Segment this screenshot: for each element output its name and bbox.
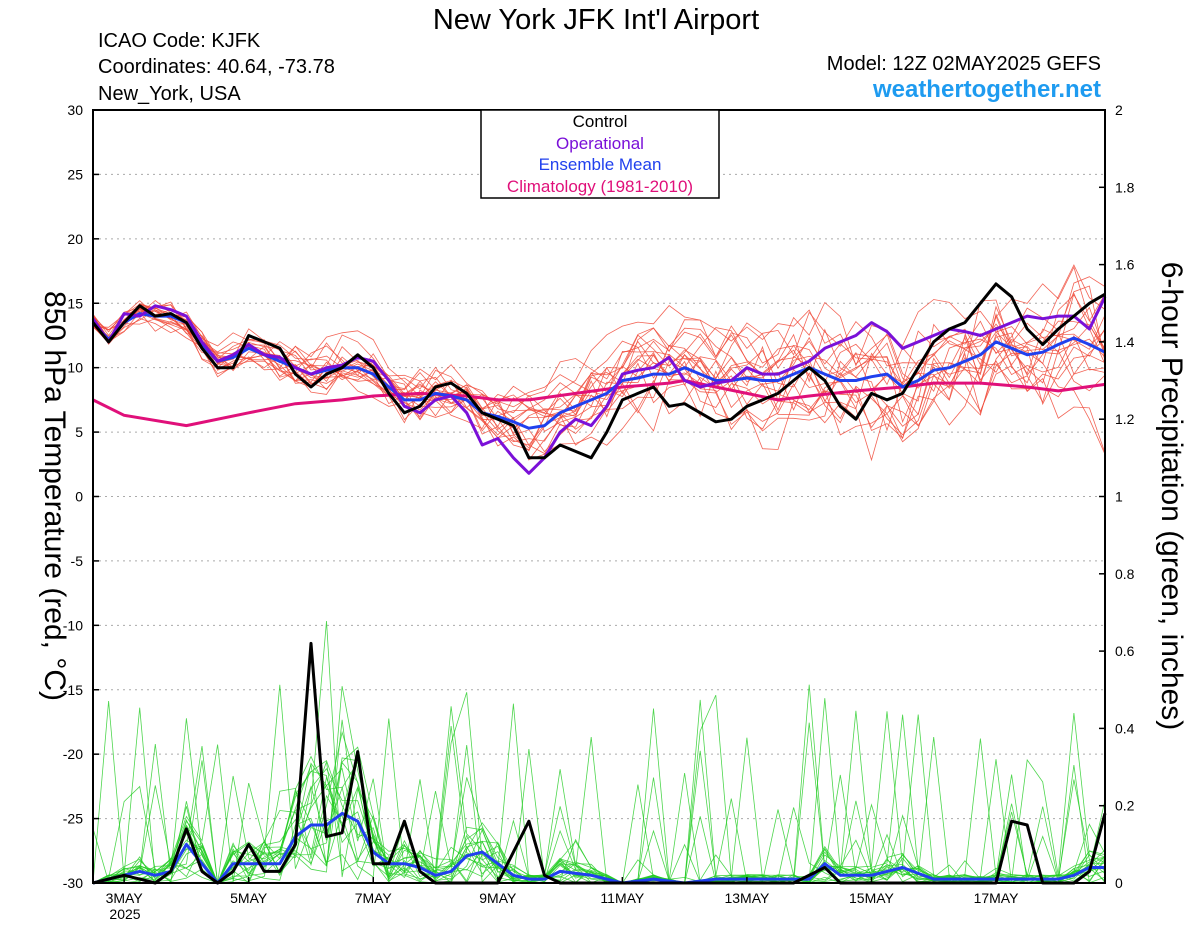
precip-ensemble-mean-line [92,811,1105,885]
x-tick-label: 9MAY [479,890,517,906]
model-run: Model: 12Z 02MAY2025 GEFS [827,53,1101,75]
precip-control-line [92,641,1107,885]
left-tick-label: -30 [63,875,83,891]
right-tick-label: 1.4 [1115,334,1135,350]
precip-member-line [92,694,1106,884]
left-tick-label: 30 [67,102,83,118]
left-tick-label: 10 [67,360,83,376]
legend-item-operational: Operational [556,134,644,153]
left-tick-label: 5 [75,424,83,440]
right-tick-label: 0.8 [1115,566,1135,582]
left-tick-label: 25 [67,166,83,182]
temperature-control-line [91,282,1106,460]
right-tick-label: 0.2 [1115,798,1135,814]
right-tick-label: 1.8 [1115,179,1135,195]
precip-member-line [92,725,1106,884]
legend-item-control: Control [573,112,628,131]
temperature-member-line [92,301,1106,449]
right-axis-title: 6-hour Precipitation (green, inches) [1155,262,1188,731]
x-tick-label: 5MAY [230,890,268,906]
temperature-member-line [92,292,1106,453]
x-tick-label: 11MAY [600,890,644,906]
coordinates: Coordinates: 40.64, -73.78 [98,56,335,78]
axis-ticks: 302520151050-5-10-15-20-25-3021.81.61.41… [63,102,1135,906]
right-tick-label: 0.4 [1115,720,1135,736]
ensemble-members [92,264,1106,885]
left-tick-label: -20 [63,746,83,762]
temperature-member-line [92,311,1106,454]
left-tick-label: -10 [63,617,83,633]
right-tick-label: 1.6 [1115,257,1135,273]
temperature-member-line [92,299,1106,421]
precip-member-line [92,703,1106,884]
legend-item-ensemble-mean: Ensemble Mean [539,155,662,174]
right-tick-label: 0 [1115,875,1123,891]
left-tick-label: -15 [63,682,83,698]
precip-member-line [92,698,1106,884]
x-tick-label: 13MAY [724,890,770,906]
x-tick-label: 17MAY [974,890,1020,906]
precip-member-line [92,620,1106,884]
grid [93,173,1105,820]
right-tick-label: 1.2 [1115,411,1135,427]
right-tick-label: 2 [1115,102,1123,118]
left-tick-label: 0 [75,489,83,505]
year-label: 2025 [109,906,140,922]
x-tick-label: 3MAY [106,890,144,906]
legend-box [480,109,720,199]
left-tick-label: -25 [63,811,83,827]
right-tick-label: 1 [1115,489,1123,505]
location: New_York, USA [98,83,241,105]
site-watermark: weathertogether.net [872,76,1101,103]
precip-member-line [92,706,1106,884]
icao-code: ICAO Code: KJFK [98,30,261,52]
left-tick-label: -5 [71,553,84,569]
operational-line [91,296,1107,475]
x-tick-label: 15MAY [849,890,895,906]
temperature-member-line [92,293,1106,421]
x-tick-label: 7MAY [355,890,393,906]
precip-member-line [93,692,1106,885]
temperature-member-line [92,303,1106,435]
left-tick-label: 20 [67,231,83,247]
chart-title: New York JFK Int'l Airport [433,4,759,36]
legend-item-climatology: Climatology (1981-2010) [507,177,693,196]
temperature-member-line [92,309,1106,454]
temperature-member-line [92,308,1106,430]
precip-member-line [92,707,1106,884]
legend: Control Operational Ensemble Mean Climat… [480,109,720,199]
temperature-member-line [92,312,1106,439]
climatology-line [92,379,1106,428]
right-tick-label: 0.6 [1115,643,1135,659]
precip-member-line [92,700,1106,884]
temperature-member-line [92,303,1106,427]
left-axis-title: 850 hPa Temperature (red, °C) [38,291,71,701]
temperature-member-line [92,285,1106,450]
left-tick-label: 15 [67,295,83,311]
